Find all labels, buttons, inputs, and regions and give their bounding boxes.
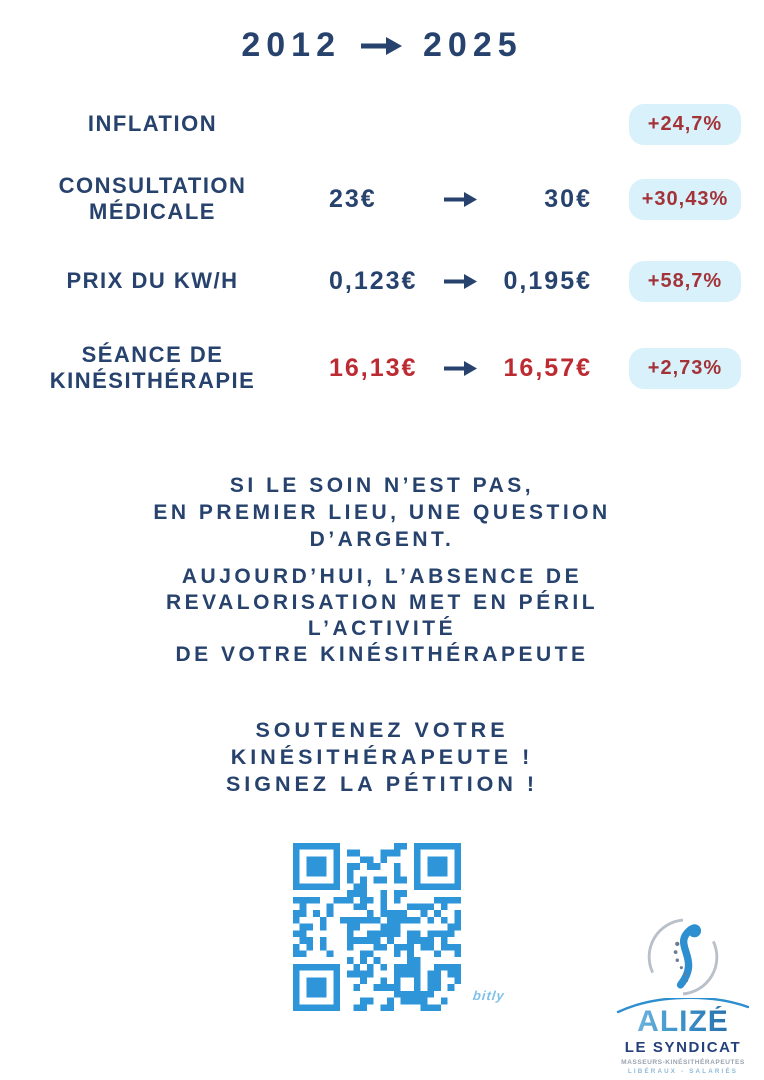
logo-profession-line: MASSEURS-KINÉSITHÉRAPEUTES <box>621 1058 745 1066</box>
message-soin-argent: SI LE SOIN N’EST PAS, EN PREMIER LIEU, U… <box>153 474 611 551</box>
qr-matrix <box>293 843 461 1011</box>
arrow-right-icon <box>443 273 477 289</box>
title-year-from: 2012 <box>241 26 341 64</box>
title-year-to: 2025 <box>423 26 523 64</box>
row-values: 16,13€ 16,57€ <box>305 354 606 383</box>
value-from: 23€ <box>329 184 377 213</box>
row-label: SÉANCE DE KINÉSITHÉRAPIE <box>49 341 256 393</box>
logo-swoosh-icon <box>616 998 750 1014</box>
message-revalorisation: AUJOURD’HUI, L’ABSENCE DE REVALORISATION… <box>165 565 599 666</box>
value-to: 30€ <box>544 184 592 213</box>
message-petition-call: SOUTENEZ VOTRE KINÉSITHÉRAPEUTE ! SIGNEZ… <box>225 718 539 796</box>
percent-badge: +58,7% <box>629 260 741 302</box>
percent-badge: +2,73% <box>629 347 741 389</box>
percent-badge: +30,43% <box>629 178 741 220</box>
logo-subtitle: LE SYNDICAT <box>624 1038 742 1056</box>
row-inflation: INFLATION +24,7% <box>0 98 764 150</box>
row-label: PRIX DU KW/H <box>66 267 239 293</box>
alize-emblem-icon <box>647 918 719 996</box>
arrow-right-icon <box>361 36 402 55</box>
arrow-right-icon <box>443 191 477 207</box>
logo-name: ALIZÉ <box>610 1006 756 1038</box>
row-label: CONSULTATION MÉDICALE <box>58 172 247 224</box>
row-kwh: PRIX DU KW/H 0,123€ 0,195€ +58,7% <box>0 250 764 312</box>
bitly-watermark: bitly <box>472 988 506 1003</box>
row-values: 23€ 30€ <box>305 185 606 214</box>
arrow-right-icon <box>443 360 477 376</box>
row-consultation: CONSULTATION MÉDICALE 23€ 30€ +30,43% <box>0 158 764 240</box>
title-years: 2012 2025 <box>0 26 764 65</box>
percent-badge: +24,7% <box>629 103 741 145</box>
qr-code: bitly <box>293 843 506 1011</box>
value-to: 0,195€ <box>503 266 592 295</box>
row-values: 0,123€ 0,195€ <box>305 267 606 296</box>
value-from: 0,123€ <box>329 266 418 295</box>
row-kine-seance: SÉANCE DE KINÉSITHÉRAPIE 16,13€ 16,57€ +… <box>0 328 764 408</box>
row-label: INFLATION <box>87 110 218 136</box>
value-to: 16,57€ <box>503 353 592 382</box>
alize-logo: ALIZÉ LE SYNDICAT MASSEURS-KINÉSITHÉRAPE… <box>610 916 756 1075</box>
logo-status-line: LIBÉRAUX - SALARIÉS <box>627 1067 739 1075</box>
value-from: 16,13€ <box>329 353 418 382</box>
